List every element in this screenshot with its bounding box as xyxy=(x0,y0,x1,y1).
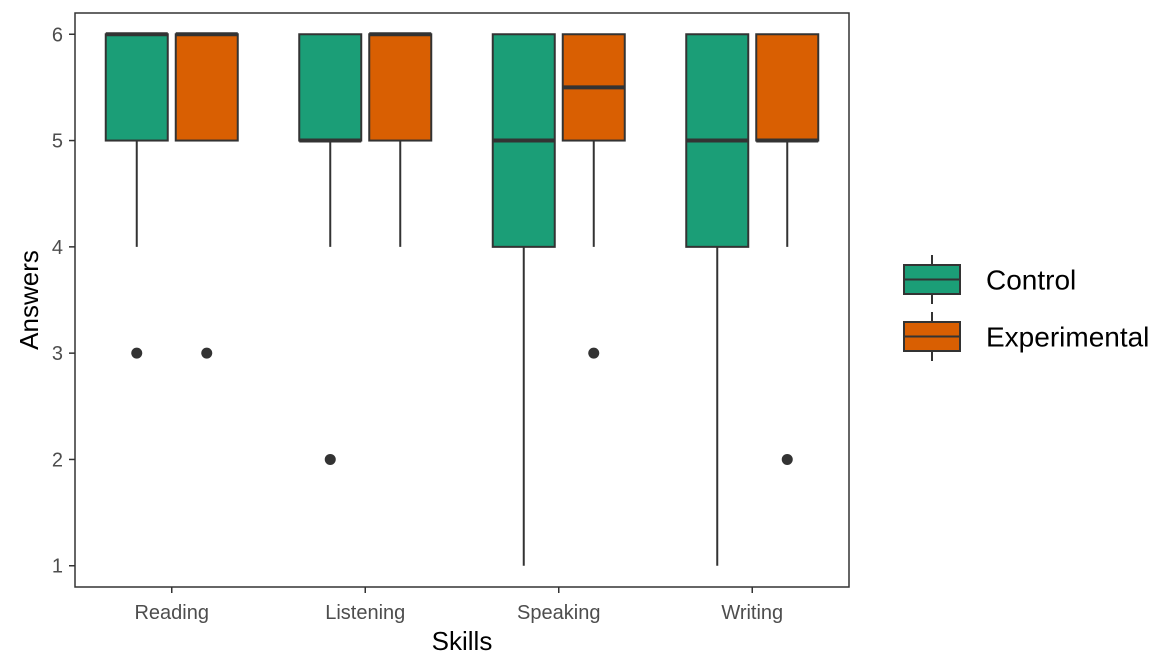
box-experimental-listening xyxy=(368,32,433,247)
box-experimental-reading xyxy=(174,32,239,359)
box-body xyxy=(298,33,363,142)
y-tick-label: 1 xyxy=(52,556,63,578)
outlier-point xyxy=(201,347,213,359)
box-control-listening xyxy=(298,33,363,465)
legend-item-control: Control xyxy=(903,255,1076,304)
box-experimental-speaking xyxy=(561,33,626,359)
box-body xyxy=(174,33,239,142)
box-body xyxy=(368,33,433,142)
legend-label: Control xyxy=(986,265,1076,296)
y-tick-label: 6 xyxy=(52,24,63,46)
panel-border xyxy=(74,12,850,588)
legend-label: Experimental xyxy=(986,322,1149,353)
axes: 1 2 3 4 5 6 Reading Listening Speaking Writing xyxy=(52,12,850,624)
legend: Control Experimental xyxy=(903,255,1149,361)
plot-area xyxy=(75,13,849,587)
y-axis-title: Answers xyxy=(14,250,44,350)
y-tick-label: 3 xyxy=(52,343,63,365)
box-control-writing xyxy=(685,33,750,566)
x-tick-label: Reading xyxy=(134,602,209,624)
y-tick-label: 2 xyxy=(52,449,63,471)
box-control-reading xyxy=(104,32,169,359)
outlier-point xyxy=(131,347,143,359)
legend-item-experimental: Experimental xyxy=(903,312,1149,361)
outlier-point xyxy=(781,453,793,465)
box-experimental-writing xyxy=(755,33,820,465)
y-tick-label: 5 xyxy=(52,131,63,153)
x-axis-title: Skills xyxy=(432,626,493,655)
box-body xyxy=(755,33,820,142)
y-tick-label: 4 xyxy=(52,237,63,259)
outlier-point xyxy=(324,453,336,465)
x-tick-label: Listening xyxy=(325,602,405,624)
box-control-speaking xyxy=(491,33,556,566)
box-body xyxy=(104,33,169,142)
outlier-point xyxy=(588,347,600,359)
x-tick-label: Writing xyxy=(721,602,783,624)
x-tick-label: Speaking xyxy=(517,602,600,624)
